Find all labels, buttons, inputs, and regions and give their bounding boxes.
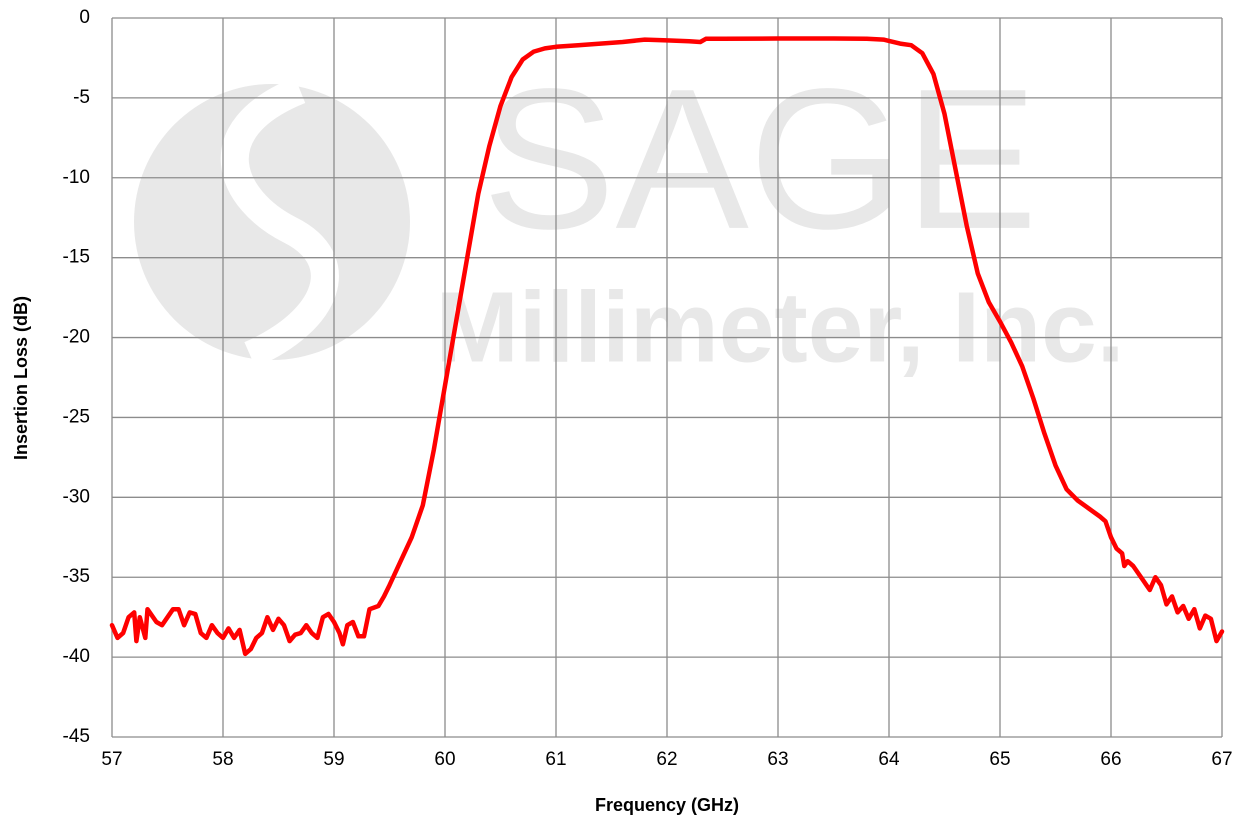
x-tick-label: 67: [1211, 749, 1232, 770]
watermark-text: SAGE: [482, 48, 1038, 271]
watermark-text: Millimeter, Inc.: [435, 271, 1124, 383]
y-tick-label: -20: [63, 327, 90, 348]
y-tick-label: 0: [79, 7, 90, 28]
y-tick-label: -35: [63, 566, 90, 587]
x-axis-title: Frequency (GHz): [595, 795, 739, 815]
y-tick-label: -5: [73, 87, 90, 108]
y-tick-label: -15: [63, 247, 90, 268]
x-tick-label: 65: [989, 749, 1010, 770]
x-tick-label: 62: [656, 749, 677, 770]
x-tick-label: 60: [434, 749, 455, 770]
data-line: [109, 36, 1225, 657]
x-tick-label: 59: [323, 749, 344, 770]
x-tick-label: 66: [1100, 749, 1121, 770]
x-tick-label: 63: [767, 749, 788, 770]
y-axis-title: Insertion Loss (dB): [11, 296, 31, 460]
y-tick-label: -30: [63, 486, 90, 507]
y-tick-label: -45: [63, 726, 90, 747]
x-tick-label: 61: [545, 749, 566, 770]
x-tick-label: 57: [101, 749, 122, 770]
y-tick-label: -10: [63, 167, 90, 188]
y-tick-label: -40: [63, 646, 90, 667]
x-tick-label: 58: [212, 749, 233, 770]
watermark-logo-swoosh: [221, 77, 339, 368]
x-tick-label: 64: [878, 749, 900, 770]
y-tick-label: -25: [63, 406, 90, 427]
